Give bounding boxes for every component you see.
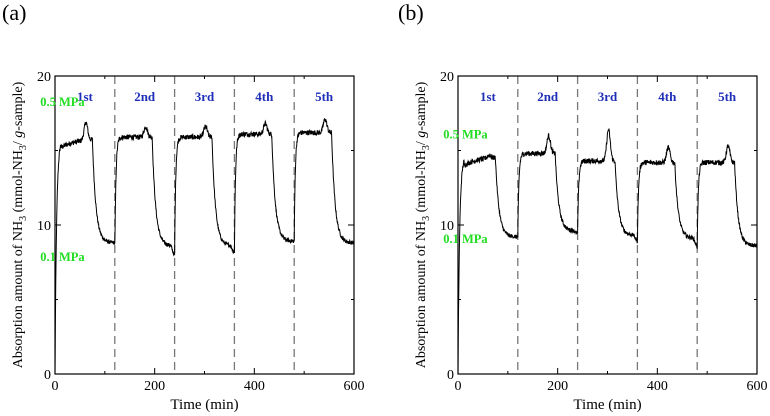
pressure-label: 0.5 MPa	[443, 128, 488, 142]
y-tick-label: 20	[440, 70, 454, 85]
pressure-label: 0.5 MPa	[40, 95, 85, 109]
y-label-text: Absorption amount of NH	[11, 221, 26, 368]
y-tick-label: 0	[44, 368, 51, 383]
cycle-label: 1st	[480, 89, 497, 104]
panel-b: (b) 0 200 400 600 0 10 20 Time (min) Absorption a…	[398, 0, 768, 413]
x-tick-label: 200	[144, 379, 165, 394]
absorption-series-line	[54, 118, 355, 374]
y-label-text: -sample)	[414, 81, 429, 130]
y-tick-label: 20	[37, 70, 51, 85]
panel-label: (b)	[398, 0, 424, 25]
y-label-text: (mmol-NH	[11, 150, 26, 216]
cycle-label: 5th	[718, 89, 737, 104]
x-axis-label: Time (min)	[170, 397, 238, 413]
pressure-label: 0.1 MPa	[443, 232, 488, 246]
y-label-text: -sample)	[11, 81, 26, 130]
panel-a: (a) 0 200 400 600 0 10 20 Time (min) Absorption a…	[2, 0, 365, 413]
cycle-label: 4th	[658, 89, 677, 104]
y-label-subscript: 3	[421, 216, 432, 221]
x-tick-label: 400	[647, 379, 668, 394]
cycle-label: 3rd	[598, 89, 618, 104]
x-tick-label: 400	[244, 379, 265, 394]
absorption-series-line	[457, 128, 758, 374]
y-label-subscript: 3	[421, 145, 432, 150]
y-label-text: (mmol-NH	[414, 150, 429, 216]
x-tick-label: 600	[344, 379, 365, 394]
pressure-label: 0.1 MPa	[40, 250, 85, 264]
y-axis-label: Absorption amount of NH3 (mmol-NH3/ g-sa…	[11, 81, 29, 368]
y-label-text: /	[11, 138, 26, 145]
x-tick-label: 200	[547, 379, 568, 394]
x-axis-label: Time (min)	[573, 397, 641, 413]
y-label-subscript: 3	[18, 145, 29, 150]
x-tick-label: 0	[52, 379, 59, 394]
cycle-label: 4th	[255, 89, 274, 104]
plot-frame	[54, 75, 355, 375]
y-label-subscript: 3	[18, 216, 29, 221]
cycle-label: 1st	[77, 89, 94, 104]
cycle-label: 2nd	[134, 89, 156, 104]
y-label-italic: g	[414, 131, 429, 138]
x-tick-label: 600	[747, 379, 768, 394]
y-label-text: Absorption amount of NH	[414, 221, 429, 368]
y-tick-label: 10	[37, 219, 51, 234]
y-tick-label: 10	[440, 219, 454, 234]
y-label-text: /	[414, 138, 429, 145]
cycle-label: 3rd	[195, 89, 215, 104]
panel-label: (a)	[2, 0, 26, 25]
y-label-italic: g	[11, 131, 26, 138]
cycle-label: 2nd	[537, 89, 559, 104]
y-tick-label: 0	[447, 368, 454, 383]
y-axis-label: Absorption amount of NH3 (mmol-NH3/ g-sa…	[414, 81, 432, 368]
x-tick-label: 0	[455, 379, 462, 394]
cycle-label: 5th	[315, 89, 334, 104]
